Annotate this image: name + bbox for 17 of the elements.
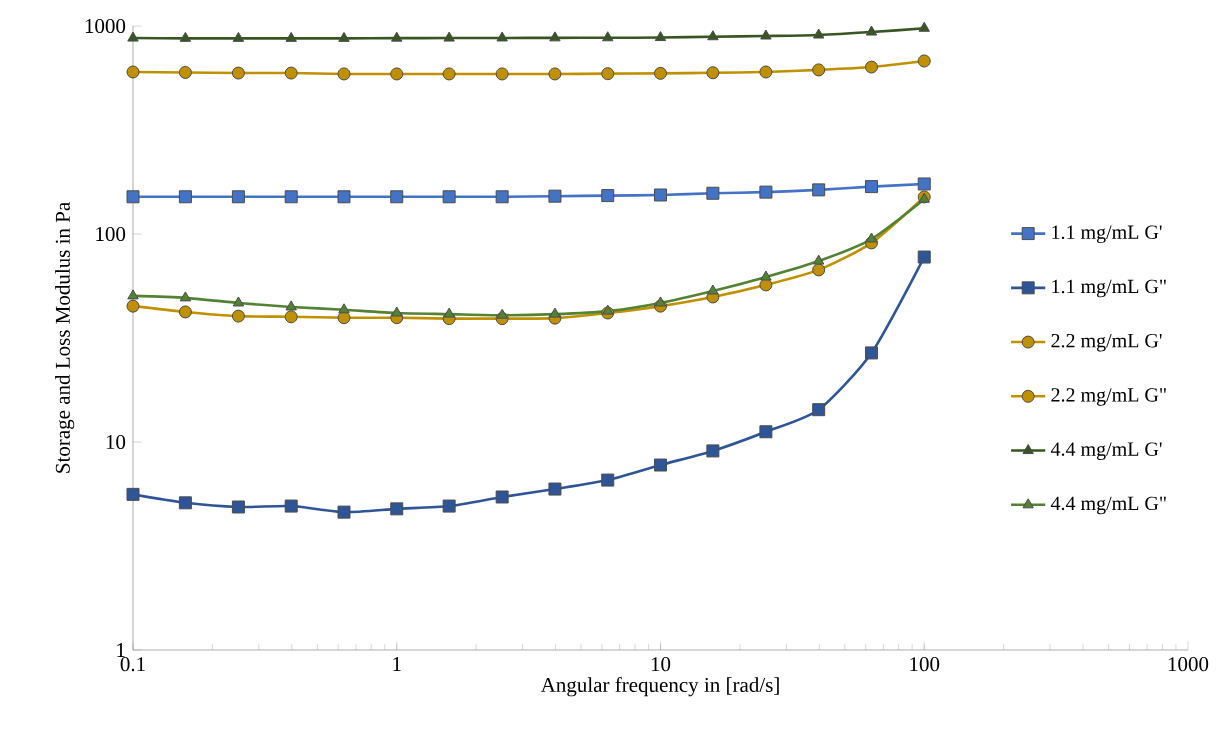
x-axis-title: Angular frequency in [rad/s]: [540, 677, 779, 697]
y-tick-label: 10: [106, 434, 126, 450]
legend-label: 2.2 mg/mL G': [1051, 333, 1162, 352]
y-tick-label: 1000: [85, 18, 126, 34]
y-tick-label: 1: [117, 643, 125, 657]
x-tick-label: 1000: [1168, 657, 1209, 672]
y-axis-title: Storage and Loss Modulus in Pa: [55, 202, 75, 473]
legend-label: 4.4 mg/mL G': [1050, 442, 1162, 461]
y-tick-label: 100: [96, 226, 126, 242]
legend-label: 2.2 mg/mL G": [1051, 388, 1166, 406]
x-tick-label: 1: [393, 657, 401, 671]
x-tick-label: 100: [910, 657, 940, 672]
x-tick-label: 0.1: [120, 657, 145, 672]
legend-label: 1.1 mg/mL G': [1052, 225, 1162, 244]
legend-label: 1.1 mg/mL G": [1052, 279, 1166, 298]
x-tick-label: 10: [651, 657, 671, 672]
legend-label: 4.4 mg/mL G": [1050, 496, 1166, 515]
